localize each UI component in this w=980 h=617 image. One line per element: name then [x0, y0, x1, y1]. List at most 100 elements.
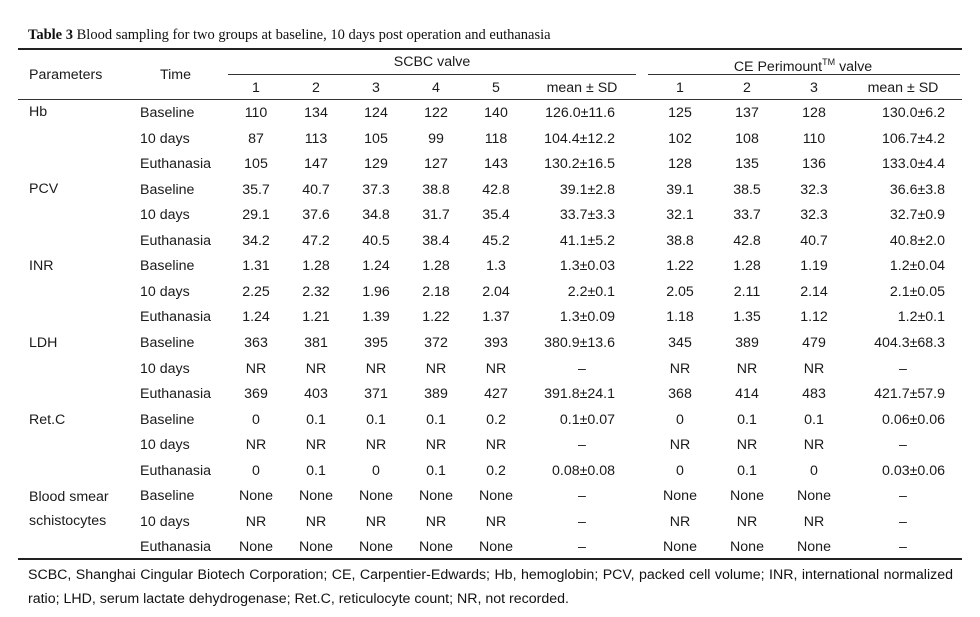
- table-cell: NR: [485, 361, 507, 377]
- table-cell: 1.28: [422, 258, 450, 274]
- table-cell: 42.8: [733, 233, 761, 249]
- table-cell: 105: [364, 131, 388, 147]
- header-time: Time: [160, 67, 192, 83]
- time-label: Euthanasia: [140, 386, 211, 402]
- table-cell: 1.18: [666, 309, 694, 325]
- header-scbc-col: 4: [432, 80, 440, 96]
- header-scbc-col: 2: [312, 80, 320, 96]
- table-cell: –: [578, 539, 586, 555]
- table-cell: 99: [428, 131, 444, 147]
- table-cell: 2.04: [482, 284, 510, 300]
- table-cell: 38.4: [422, 233, 450, 249]
- table-cell: 0.1±0.07: [559, 412, 615, 428]
- table-cell: 2.11: [733, 284, 761, 300]
- time-label: Baseline: [140, 258, 195, 274]
- table-cell: 140: [484, 105, 508, 121]
- time-label: Euthanasia: [140, 463, 211, 479]
- table-cell: 1.22: [666, 258, 694, 274]
- table-cell: 33.7±3.3: [559, 207, 615, 223]
- table-cell: 1.21: [302, 309, 330, 325]
- table-cell: 1.96: [362, 284, 390, 300]
- table-cell: 1.24: [242, 309, 270, 325]
- table-cell: None: [730, 488, 764, 504]
- table-cell: 391.8±24.1: [544, 386, 615, 402]
- table-cell: NR: [485, 437, 507, 453]
- table-cell: 108: [735, 131, 759, 147]
- table-cell: 34.8: [362, 207, 390, 223]
- table-cell: 0: [372, 463, 380, 479]
- header-ce-col: 2: [743, 80, 751, 96]
- table-cell: NR: [736, 437, 758, 453]
- header-scbc-col: mean ± SD: [546, 80, 618, 96]
- table-cell: 0.06±0.06: [881, 412, 945, 428]
- parameter-name: Ret.C: [29, 412, 66, 428]
- table-cell: 136: [802, 156, 826, 172]
- table-cell: 87: [248, 131, 264, 147]
- table-cell: NR: [736, 361, 758, 377]
- table-cell: 0: [252, 463, 260, 479]
- table-cell: 41.1±5.2: [559, 233, 615, 249]
- time-label: Baseline: [140, 105, 195, 121]
- table-cell: 1.2±0.04: [889, 258, 945, 274]
- table-cell: None: [479, 488, 513, 504]
- table-cell: None: [479, 539, 513, 555]
- table-cell: None: [663, 488, 697, 504]
- table-caption-label: Table 3: [28, 27, 73, 43]
- table-cell: 371: [364, 386, 388, 402]
- table-cell: 37.3: [362, 182, 390, 198]
- table-cell: NR: [425, 437, 447, 453]
- table-cell: 135: [735, 156, 759, 172]
- table-cell: 106.7±4.2: [881, 131, 945, 147]
- table-cell: NR: [365, 361, 387, 377]
- table-cell: 2.05: [666, 284, 694, 300]
- table-cell: NR: [803, 437, 825, 453]
- table-cell: NR: [803, 514, 825, 530]
- table-cell: 40.5: [362, 233, 390, 249]
- table-cell: None: [299, 488, 333, 504]
- time-label: 10 days: [140, 361, 190, 377]
- table-cell: –: [578, 514, 586, 530]
- table-cell: 118: [484, 131, 508, 147]
- table-cell: 0: [810, 463, 818, 479]
- table-cell: 143: [484, 156, 508, 172]
- table-cell: 38.5: [733, 182, 761, 198]
- header-scbc-group: SCBC valve: [393, 54, 471, 70]
- table-cell: 2.18: [422, 284, 450, 300]
- table-cell: 0.03±0.06: [881, 463, 945, 479]
- table-cell: 0: [676, 463, 684, 479]
- table-cell: 32.7±0.9: [889, 207, 945, 223]
- table-cell: 102: [668, 131, 692, 147]
- table-cell: 31.7: [422, 207, 450, 223]
- header-scbc-col: 3: [372, 80, 380, 96]
- table-cell: 1.22: [422, 309, 450, 325]
- table-cell: NR: [305, 514, 327, 530]
- table-cell: –: [899, 488, 907, 504]
- table-cell: NR: [245, 514, 267, 530]
- table-cell: 389: [735, 335, 759, 351]
- table-cell: NR: [669, 361, 691, 377]
- table-cell: 389: [424, 386, 448, 402]
- table-footnote: SCBC, Shanghai Cingular Biotech Corporat…: [28, 567, 953, 607]
- table-cell: 122: [424, 105, 448, 121]
- table-cell: 105: [244, 156, 268, 172]
- parameter-name: PCV: [29, 181, 59, 197]
- table-cell: 393: [484, 335, 508, 351]
- table-cell: 38.8: [422, 182, 450, 198]
- table-cell: –: [578, 361, 586, 377]
- table-cell: 35.7: [242, 182, 270, 198]
- table-cell: –: [899, 539, 907, 555]
- table-cell: 40.7: [800, 233, 828, 249]
- table-cell: 1.12: [800, 309, 828, 325]
- table-cell: 380.9±13.6: [544, 335, 615, 351]
- table-cell: 0: [676, 412, 684, 428]
- table-cell: 1.28: [733, 258, 761, 274]
- table-cell: NR: [245, 437, 267, 453]
- table-bottom-rule: [18, 558, 962, 560]
- table-cell: 2.25: [242, 284, 270, 300]
- table-cell: 2.1±0.05: [889, 284, 945, 300]
- table-cell: 372: [424, 335, 448, 351]
- table-cell: 0.1: [804, 412, 824, 428]
- table-cell: 1.35: [733, 309, 761, 325]
- table-cell: 137: [735, 105, 759, 121]
- table-cell: 40.8±2.0: [889, 233, 945, 249]
